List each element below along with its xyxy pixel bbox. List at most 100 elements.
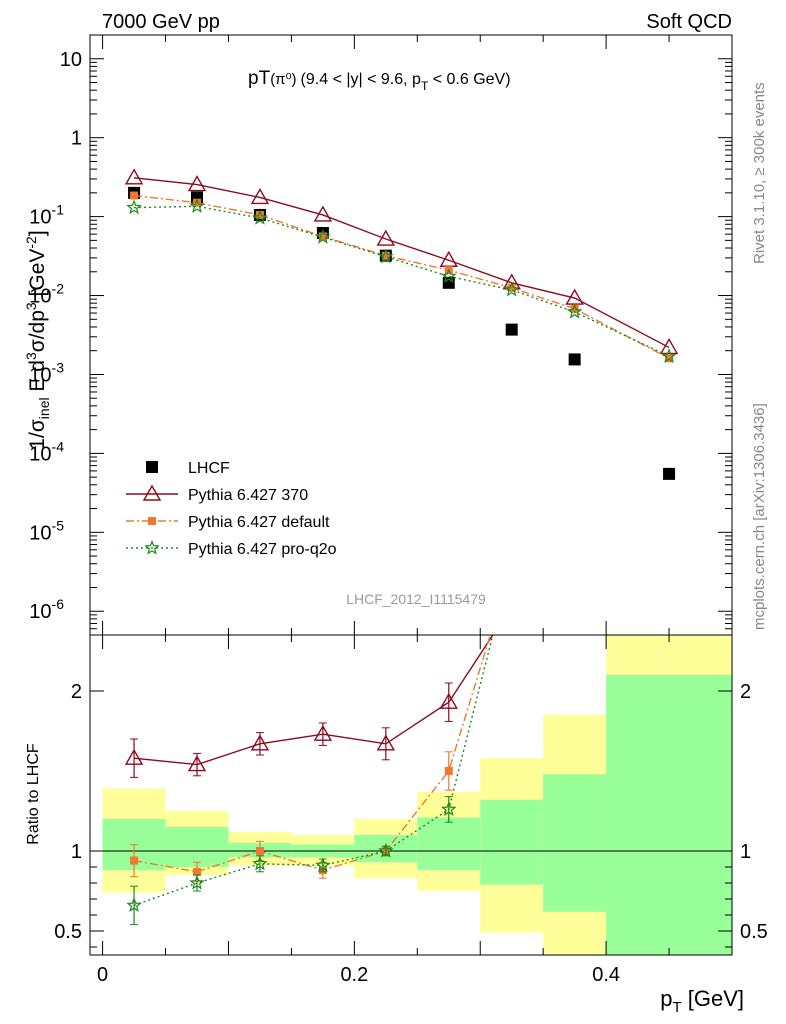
- main-point: [187, 175, 207, 192]
- ratio-point: [250, 734, 270, 751]
- ratio-point: [124, 748, 144, 765]
- analysis-watermark: LHCF_2012_I1115479: [346, 591, 486, 607]
- main-point: [250, 188, 270, 205]
- ratio-point: [255, 847, 264, 855]
- main-point: [566, 303, 583, 319]
- legend-marker: [148, 517, 156, 525]
- main-point: [568, 353, 581, 366]
- ratio-series-2: [126, 635, 494, 926]
- ratio-point: [193, 867, 201, 876]
- legend-label: LHCF: [188, 460, 230, 477]
- main-point: [663, 467, 676, 480]
- main-point: [381, 251, 390, 260]
- ratio-ylabel: Ratio to LHCF: [25, 743, 42, 845]
- main-series-line: [133, 177, 670, 349]
- ratio-band-inner: [606, 675, 732, 955]
- ratio-band-inner: [480, 799, 544, 885]
- main-ytick-exp: -2: [52, 281, 65, 297]
- ratio-xtick-label: 0.2: [340, 964, 368, 986]
- main-point: [376, 229, 396, 246]
- ratio-xtick-label: 0.4: [592, 964, 620, 986]
- main-ytick-label: 10-4: [29, 438, 64, 465]
- main-ytick-label: 10-6: [29, 596, 64, 623]
- main-point: [659, 338, 679, 355]
- main-point: [665, 354, 674, 363]
- ratio-xtick-label: 0: [97, 964, 108, 986]
- ratio-point: [130, 856, 139, 865]
- legend-label: Pythia 6.427 370: [188, 487, 308, 504]
- main-point: [193, 198, 201, 207]
- ratio-point: [126, 897, 142, 913]
- legend-label: Pythia 6.427 default: [188, 514, 330, 531]
- rivet-label: Rivet 3.1.10, ≥ 300k events: [751, 82, 768, 264]
- ratio-ytick-label-right: 0.5: [740, 921, 768, 943]
- main-ytick-exp: -1: [52, 202, 65, 218]
- ratio-point: [315, 857, 331, 873]
- main-point: [189, 198, 205, 213]
- main-ytick-base: 10: [29, 207, 51, 229]
- main-point: [315, 228, 331, 244]
- main-series-0: [128, 186, 676, 480]
- main-point: [318, 232, 327, 241]
- main-point: [570, 304, 579, 313]
- ratio-ytick-label: 0.5: [54, 921, 82, 943]
- main-point: [130, 191, 139, 200]
- main-point: [313, 205, 333, 222]
- main-point: [505, 323, 518, 336]
- legend-marker: [142, 484, 162, 501]
- ratio-point: [444, 767, 453, 775]
- ratio-series-line: [133, 635, 494, 766]
- ratio-point: [313, 724, 333, 741]
- main-ytick-label: 10-5: [29, 517, 64, 544]
- ratio-band-inner: [165, 827, 229, 867]
- main-point: [507, 283, 516, 292]
- legend-label: Pythia 6.427 pro-q2o: [188, 541, 337, 558]
- ratio-ytick-label-right: 2: [740, 681, 751, 703]
- legend-marker: [144, 539, 160, 555]
- ratio-frame: [89, 634, 733, 956]
- main-series-line: [133, 194, 670, 359]
- main-frame: [89, 34, 733, 636]
- ratio-point: [439, 692, 458, 709]
- header-right: Soft QCD: [646, 11, 732, 33]
- ratio-point: [189, 874, 205, 890]
- main-ytick-label: 10: [60, 49, 82, 71]
- main-ytick-base: 10: [29, 522, 51, 544]
- main-ylabel: 1/σinel E d3σ/dp3 [GeV-2]: [23, 230, 52, 449]
- ratio-xlabel: pT [GeV]: [660, 986, 744, 1016]
- ratio-point: [441, 801, 457, 817]
- main-ytick-exp: -3: [52, 359, 65, 375]
- main-ytick-label: 10-2: [29, 281, 64, 308]
- main-ytick-base: 10: [29, 601, 51, 623]
- ratio-ytick-label: 1: [71, 841, 82, 863]
- ratio-series-group: [124, 635, 494, 926]
- main-point: [255, 210, 264, 219]
- legend: LHCF Pythia 6.427 370 Pythia 6.427 default…: [126, 460, 337, 558]
- main-point: [126, 199, 142, 215]
- mcplots-label: mcplots.cern.ch [arXiv:1306.3436]: [751, 403, 768, 630]
- main-series-line: [134, 205, 670, 357]
- ratio-band-inner: [417, 817, 481, 871]
- ratio-point: [252, 855, 268, 871]
- main-series-3: [126, 198, 677, 363]
- ratio-ytick-label: 2: [71, 681, 82, 703]
- main-series-2: [130, 191, 674, 363]
- main-ytick-label: 10-3: [29, 359, 64, 386]
- legend-marker: [146, 461, 158, 473]
- main-point: [252, 209, 268, 225]
- main-ytick-exp: -6: [52, 596, 65, 612]
- main-ytick-label: 10-1: [29, 202, 64, 229]
- main-ytick-label: 1: [71, 128, 82, 150]
- header-left: 7000 GeV pp: [102, 11, 220, 33]
- ratio-plot: 0.5 0.5 1 1 2 2 0 0.2 0.4: [54, 634, 768, 986]
- ratio-point: [187, 755, 207, 772]
- main-ytick-exp: -4: [52, 438, 65, 454]
- main-point: [378, 248, 394, 264]
- ratio-ytick-label-right: 1: [740, 841, 751, 863]
- main-point: [503, 281, 520, 297]
- main-ytick-base: 10: [29, 443, 51, 465]
- main-ytick-exp: -5: [52, 517, 65, 533]
- main-point: [439, 250, 458, 267]
